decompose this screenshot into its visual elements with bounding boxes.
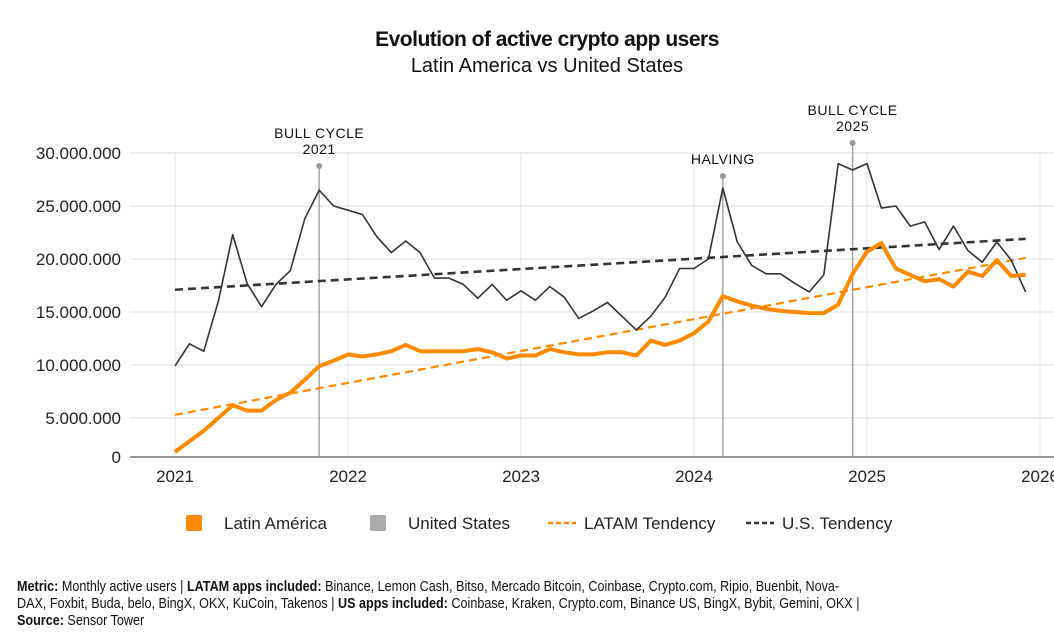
- annotation-label: HALVING: [691, 151, 755, 167]
- x-tick-label: 2025: [848, 467, 886, 486]
- y-tick-label: 20.000.000: [36, 250, 121, 269]
- x-tick-label: 2022: [329, 467, 367, 486]
- x-tick-label: 2024: [675, 467, 713, 486]
- trend-line-latam-tendency: [174, 256, 1026, 416]
- y-tick-label: 0: [112, 448, 121, 467]
- us-apps-label: US apps included:: [338, 595, 448, 612]
- source-text: Sensor Tower: [63, 612, 145, 629]
- annotation-label: 2025: [836, 118, 869, 134]
- metric-label: Metric:: [17, 578, 59, 595]
- chart-title: Evolution of active crypto app users: [375, 28, 719, 51]
- latam-apps-text: Binance, Lemon Cash, Bitso, Mercado Bitc…: [321, 578, 840, 595]
- x-tick-label: 2021: [156, 467, 194, 486]
- latam-apps-text-cont: DAX, Foxbit, Buda, belo, BingX, OKX, KuC…: [17, 595, 339, 612]
- source-label: Source:: [17, 612, 64, 629]
- annotation-label: BULL CYCLE: [808, 102, 898, 118]
- legend-label: LATAM Tendency: [584, 514, 716, 533]
- x-tick-label: 2026: [1021, 467, 1054, 486]
- latam-apps-label: LATAM apps included:: [186, 578, 322, 595]
- annotation-dot: [316, 163, 323, 169]
- legend-label: U.S. Tendency: [782, 514, 893, 533]
- y-tick-label: 5.000.000: [45, 409, 121, 428]
- chart-subtitle: Latin America vs United States: [410, 55, 684, 77]
- y-tick-label: 10.000.000: [36, 356, 121, 375]
- annotation-dot: [719, 173, 726, 179]
- y-tick-label: 30.000.000: [36, 144, 121, 163]
- legend-label: United States: [408, 514, 510, 533]
- legend-swatch: [370, 515, 386, 531]
- legend-swatch: [186, 515, 202, 531]
- legend-label: Latin América: [224, 514, 328, 533]
- us-apps-text: Coinbase, Kraken, Crypto.com, Binance US…: [447, 595, 860, 612]
- y-tick-label: 15.000.000: [36, 303, 121, 322]
- legend: Latin América United States LATAM Tendency…: [186, 514, 893, 533]
- series-line-latin-america: [173, 241, 1026, 454]
- metric-text: Monthly active users |: [58, 578, 187, 595]
- series-line-united-states: [174, 162, 1027, 367]
- line-chart: 0 5.000.000 10.000.000 15.000.000 20.000.000…: [36, 102, 1054, 533]
- annotation-dot: [849, 140, 856, 146]
- chart-footer: Metric: Monthly active users | LATAM app…: [17, 578, 1054, 629]
- annotation-label: 2021: [303, 141, 336, 157]
- x-tick-label: 2023: [502, 467, 540, 486]
- annotation-label: BULL CYCLE: [274, 125, 364, 141]
- y-tick-label: 25.000.000: [36, 197, 121, 216]
